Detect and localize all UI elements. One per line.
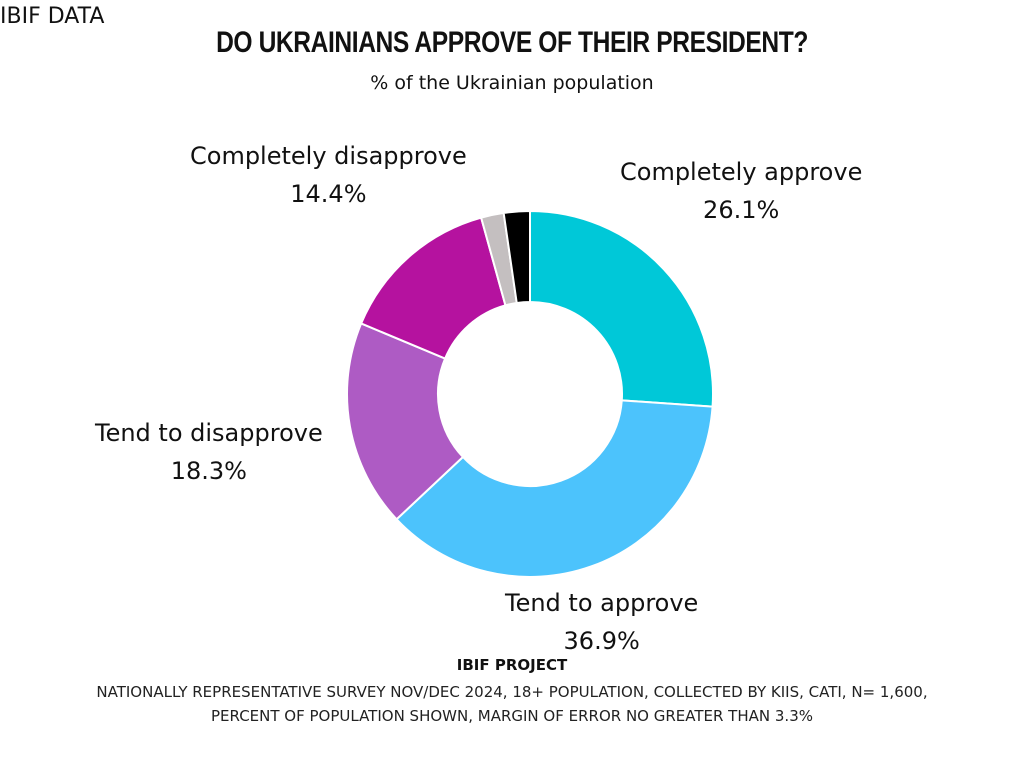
donut-slice-tend-to-approve: [395, 399, 714, 578]
footer-note-line2: PERCENT OF POPULATION SHOWN, MARGIN OF E…: [211, 707, 813, 725]
donut-slice-completely-approve: [529, 209, 714, 408]
brand-label: IBIF DATA: [0, 4, 105, 29]
label-text: Completely approve: [620, 158, 863, 186]
slice-label-tend-to-approve: Tend to approve 36.9%: [505, 584, 698, 660]
slice-label-completely-disapprove: Completely disapprove 14.4%: [190, 137, 467, 213]
chart-title: DO UKRAINIANS APPROVE OF THEIR PRESIDENT…: [216, 26, 808, 59]
donut-slice-unlabeled-5: [502, 209, 531, 305]
slice-label-tend-to-disapprove: Tend to disapprove 18.3%: [95, 414, 323, 490]
value-label: 18.3%: [170, 457, 247, 485]
value-label: 14.4%: [290, 180, 367, 208]
footer-project: IBIF PROJECT: [456, 656, 568, 674]
slice-label-completely-approve: Completely approve 26.1%: [620, 153, 862, 229]
donut-slice-tend-to-disapprove: [346, 322, 465, 521]
value-label: 26.1%: [703, 196, 780, 224]
label-text: Tend to disapprove: [95, 419, 323, 447]
value-label: 36.9%: [563, 627, 640, 655]
label-text: Completely disapprove: [190, 142, 467, 170]
label-text: Tend to approve: [505, 589, 699, 617]
footer-note-line1: NATIONALLY REPRESENTATIVE SURVEY NOV/DEC…: [96, 683, 928, 701]
footer-note: NATIONALLY REPRESENTATIVE SURVEY NOV/DEC…: [0, 680, 1024, 728]
chart-subtitle: % of the Ukrainian population: [370, 72, 654, 94]
